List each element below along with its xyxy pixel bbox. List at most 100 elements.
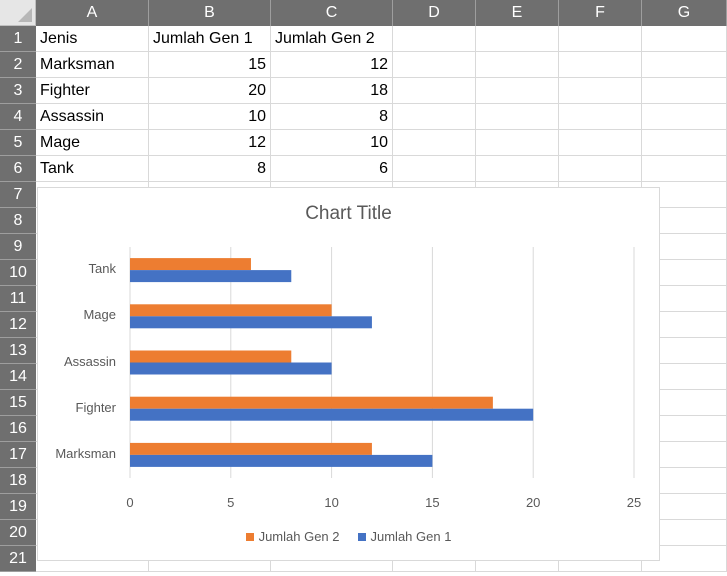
cell-f6[interactable]	[559, 156, 642, 182]
row-header-14[interactable]: 14	[0, 364, 36, 390]
row-header-15[interactable]: 15	[0, 390, 36, 416]
bar-assassin-gen2[interactable]	[130, 350, 292, 363]
column-header-g[interactable]: G	[642, 0, 727, 26]
legend-label-gen2: Jumlah Gen 2	[258, 529, 340, 544]
bar-marksman-gen2[interactable]	[130, 442, 372, 455]
select-all-triangle-icon	[18, 8, 32, 22]
cell-b2[interactable]: 15	[149, 52, 271, 78]
cell-a5[interactable]: Mage	[36, 130, 149, 156]
cell-c2[interactable]: 12	[271, 52, 393, 78]
x-tick-label-15: 15	[425, 495, 440, 510]
cell-a3[interactable]: Fighter	[36, 78, 149, 104]
y-category-label-mage: Mage	[83, 307, 116, 323]
chart-legend[interactable]: Jumlah Gen 2 Jumlah Gen 1	[38, 529, 659, 544]
cell-d4[interactable]	[393, 104, 476, 130]
x-tick-label-25: 25	[626, 495, 642, 510]
column-header-a[interactable]: A	[36, 0, 149, 26]
cell-d3[interactable]	[393, 78, 476, 104]
cell-e2[interactable]	[476, 52, 559, 78]
chart-plot-area	[129, 247, 635, 478]
cell-f3[interactable]	[559, 78, 642, 104]
legend-item-gen2[interactable]: Jumlah Gen 2	[245, 529, 340, 544]
row-header-1[interactable]: 1	[0, 26, 36, 52]
y-category-label-marksman: Marksman	[55, 445, 116, 461]
cell-a4[interactable]: Assassin	[36, 104, 149, 130]
cell-f5[interactable]	[559, 130, 642, 156]
row-header-18[interactable]: 18	[0, 468, 36, 494]
cell-d6[interactable]	[393, 156, 476, 182]
column-header-c[interactable]: C	[271, 0, 393, 26]
bar-marksman-gen1[interactable]	[130, 454, 433, 467]
cell-f4[interactable]	[559, 104, 642, 130]
row-header-21[interactable]: 21	[0, 546, 36, 572]
x-tick-label-5: 5	[227, 495, 235, 510]
select-all-button[interactable]	[0, 0, 36, 26]
cell-c6[interactable]: 6	[271, 156, 393, 182]
cell-a2[interactable]: Marksman	[36, 52, 149, 78]
cell-c4[interactable]: 8	[271, 104, 393, 130]
cell-e1[interactable]	[476, 26, 559, 52]
cell-g3[interactable]	[642, 78, 727, 104]
row-header-16[interactable]: 16	[0, 416, 36, 442]
bar-chart[interactable]: Chart Title Jumlah Gen 2 Jumlah Gen 1 0 5…	[37, 187, 660, 561]
cell-a1[interactable]: Jenis	[36, 26, 149, 52]
legend-swatch-gen2	[245, 532, 254, 541]
row-header-10[interactable]: 10	[0, 260, 36, 286]
column-header-f[interactable]: F	[559, 0, 642, 26]
row-header-12[interactable]: 12	[0, 312, 36, 338]
cell-g2[interactable]	[642, 52, 727, 78]
cell-d5[interactable]	[393, 130, 476, 156]
cell-g5[interactable]	[642, 130, 727, 156]
bar-fighter-gen1[interactable]	[130, 408, 534, 421]
cell-e3[interactable]	[476, 78, 559, 104]
cell-e4[interactable]	[476, 104, 559, 130]
column-header-e[interactable]: E	[476, 0, 559, 26]
cell-b6[interactable]: 8	[149, 156, 271, 182]
legend-label-gen1: Jumlah Gen 1	[370, 529, 452, 544]
bar-mage-gen1[interactable]	[130, 316, 372, 329]
legend-item-gen1[interactable]: Jumlah Gen 1	[357, 529, 452, 544]
column-header-b[interactable]: B	[149, 0, 271, 26]
row-header-17[interactable]: 17	[0, 442, 36, 468]
bar-mage-gen2[interactable]	[130, 304, 332, 317]
cell-f1[interactable]	[559, 26, 642, 52]
cell-g4[interactable]	[642, 104, 727, 130]
row-header-19[interactable]: 19	[0, 494, 36, 520]
row-header-3[interactable]: 3	[0, 78, 36, 104]
cell-c3[interactable]: 18	[271, 78, 393, 104]
row-header-4[interactable]: 4	[0, 104, 36, 130]
cell-b5[interactable]: 12	[149, 130, 271, 156]
cell-c5[interactable]: 10	[271, 130, 393, 156]
cell-e5[interactable]	[476, 130, 559, 156]
bar-assassin-gen1[interactable]	[130, 362, 332, 375]
row-header-8[interactable]: 8	[0, 208, 36, 234]
row-header-9[interactable]: 9	[0, 234, 36, 260]
x-tick-label-0: 0	[126, 495, 134, 510]
cell-e6[interactable]	[476, 156, 559, 182]
cell-a6[interactable]: Tank	[36, 156, 149, 182]
bar-tank-gen1[interactable]	[130, 270, 292, 283]
bar-fighter-gen2[interactable]	[130, 396, 493, 409]
cell-c1[interactable]: Jumlah Gen 2	[271, 26, 393, 52]
row-header-13[interactable]: 13	[0, 338, 36, 364]
cell-b3[interactable]: 20	[149, 78, 271, 104]
chart-title[interactable]: Chart Title	[305, 203, 392, 224]
cell-b1[interactable]: Jumlah Gen 1	[149, 26, 271, 52]
cell-g1[interactable]	[642, 26, 727, 52]
row-header-20[interactable]: 20	[0, 520, 36, 546]
column-header-d[interactable]: D	[393, 0, 476, 26]
row-header-5[interactable]: 5	[0, 130, 36, 156]
y-category-label-fighter: Fighter	[75, 399, 116, 415]
row-header-7[interactable]: 7	[0, 182, 36, 208]
legend-swatch-gen1	[357, 532, 366, 541]
cell-d1[interactable]	[393, 26, 476, 52]
row-header-6[interactable]: 6	[0, 156, 36, 182]
bar-tank-gen2[interactable]	[130, 258, 251, 271]
row-header-11[interactable]: 11	[0, 286, 36, 312]
cell-f2[interactable]	[559, 52, 642, 78]
cell-d2[interactable]	[393, 52, 476, 78]
row-header-2[interactable]: 2	[0, 52, 36, 78]
cell-g6[interactable]	[642, 156, 727, 182]
cell-b4[interactable]: 10	[149, 104, 271, 130]
